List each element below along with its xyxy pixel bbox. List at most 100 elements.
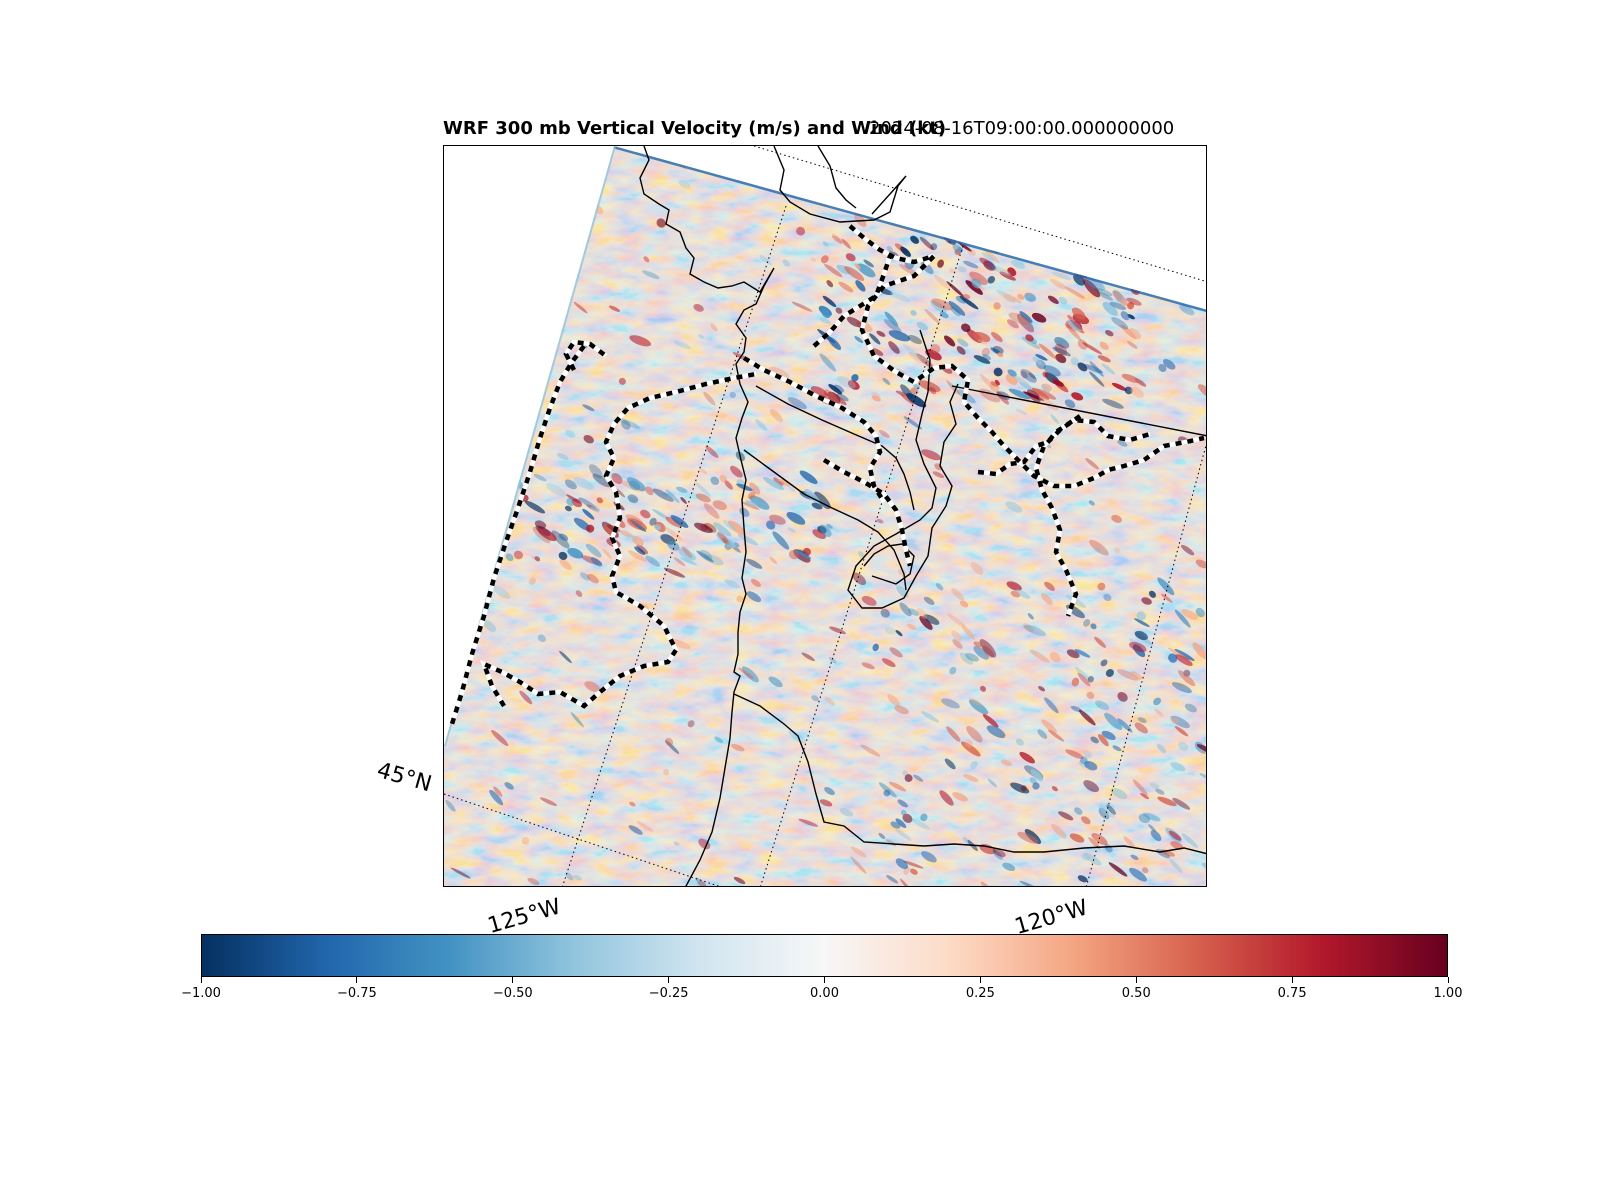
velocity-blob: [1201, 862, 1206, 871]
velocity-blob: [871, 395, 881, 402]
velocity-blob: [676, 486, 688, 493]
velocity-blob: [1140, 282, 1149, 290]
velocity-blob: [1083, 852, 1102, 866]
velocity-blob: [977, 339, 988, 345]
velocity-blob: [618, 417, 640, 429]
velocity-blob: [1074, 807, 1083, 815]
velocity-blob: [1078, 709, 1096, 726]
velocity-blob: [991, 331, 1003, 343]
velocity-blob: [847, 380, 860, 390]
velocity-blob: [924, 308, 941, 325]
velocity-blob: [982, 714, 999, 728]
velocity-blob: [1083, 619, 1091, 627]
velocity-blob: [1077, 362, 1088, 372]
velocity-blob: [618, 377, 626, 385]
velocity-blob: [1127, 314, 1135, 320]
coastlines: [639, 146, 1206, 886]
velocity-blob: [811, 695, 819, 702]
velocity-blob: [819, 524, 832, 537]
velocity-blob: [1007, 319, 1019, 329]
velocity-blob: [1097, 582, 1106, 591]
velocity-blob: [977, 189, 992, 205]
velocity-blob: [1049, 278, 1067, 290]
velocity-blob: [680, 557, 698, 566]
velocity-blob: [1017, 831, 1039, 844]
velocity-blob: [1155, 788, 1165, 795]
velocity-blob: [1055, 353, 1067, 364]
velocity-blob: [645, 486, 654, 496]
velocity-blob: [559, 650, 572, 664]
velocity-blob: [1123, 836, 1136, 849]
velocity-blob: [1128, 328, 1141, 340]
colorbar-tick: [824, 977, 825, 983]
velocity-blob: [1098, 292, 1113, 301]
velocity-blob: [970, 278, 982, 287]
velocity-blob: [1019, 880, 1039, 886]
velocity-blob: [787, 527, 796, 533]
velocity-blob: [1094, 287, 1113, 297]
velocity-blob: [907, 608, 920, 616]
velocity-blob: [1065, 594, 1087, 608]
velocity-blob: [1034, 388, 1057, 400]
velocity-blob: [1019, 381, 1036, 392]
colorbar-tick-label: 1.00: [1433, 986, 1463, 1001]
velocity-blob: [584, 681, 601, 692]
velocity-blob: [602, 548, 612, 559]
velocity-blob: [1132, 779, 1148, 796]
velocity-blob: [737, 534, 759, 546]
velocity-blob: [559, 558, 572, 571]
velocity-blob: [796, 226, 806, 236]
velocity-blob: [1170, 841, 1184, 850]
velocity-blob: [872, 643, 879, 652]
velocity-blob: [833, 384, 845, 393]
velocity-blob: [1153, 697, 1162, 706]
velocity-blob: [826, 280, 834, 288]
velocity-blob: [768, 366, 790, 380]
velocity-blob: [1098, 734, 1109, 747]
velocity-blob: [1177, 670, 1196, 687]
velocity-blob: [948, 180, 960, 193]
velocity-blob: [696, 550, 714, 563]
velocity-blob: [963, 774, 979, 782]
velocity-blob: [982, 645, 994, 658]
velocity-blob: [910, 310, 917, 316]
colorbar-tick-label: 0.75: [1277, 986, 1307, 1001]
velocity-blob: [458, 600, 469, 610]
velocity-blob: [911, 819, 931, 830]
velocity-blob: [886, 875, 899, 884]
velocity-blob: [902, 770, 909, 776]
velocity-blob: [719, 474, 727, 483]
colorbar-tick: [1135, 977, 1137, 983]
velocity-blob: [1010, 782, 1030, 794]
velocity-blob: [1058, 811, 1074, 821]
velocity-blob: [453, 364, 467, 374]
velocity-blob: [575, 590, 583, 597]
velocity-blob: [856, 263, 876, 278]
velocity-blob: [921, 449, 942, 461]
velocity-blob: [738, 667, 754, 679]
velocity-blob: [895, 858, 909, 870]
velocity-blob: [959, 652, 974, 665]
velocity-blob: [822, 295, 837, 308]
velocity-blob: [746, 558, 763, 569]
velocity-blob: [710, 476, 720, 485]
velocity-blob: [900, 394, 915, 405]
velocity-blob: [841, 238, 851, 249]
velocity-blob: [897, 799, 908, 808]
velocity-blob: [1178, 741, 1189, 752]
velocity-blob: [858, 551, 864, 558]
velocity-blob: [503, 471, 518, 486]
velocity-blob: [937, 259, 944, 268]
velocity-blob: [1014, 240, 1026, 250]
velocity-blob: [1028, 372, 1036, 380]
velocity-blob: [582, 404, 595, 412]
velocity-blob: [925, 349, 942, 361]
velocity-blob: [791, 301, 813, 312]
velocity-blob: [1019, 311, 1033, 323]
velocity-blob: [673, 557, 686, 567]
velocity-blob: [835, 307, 843, 314]
velocity-blob: [869, 333, 881, 345]
velocity-blob: [810, 386, 828, 398]
velocity-blob: [491, 729, 509, 747]
